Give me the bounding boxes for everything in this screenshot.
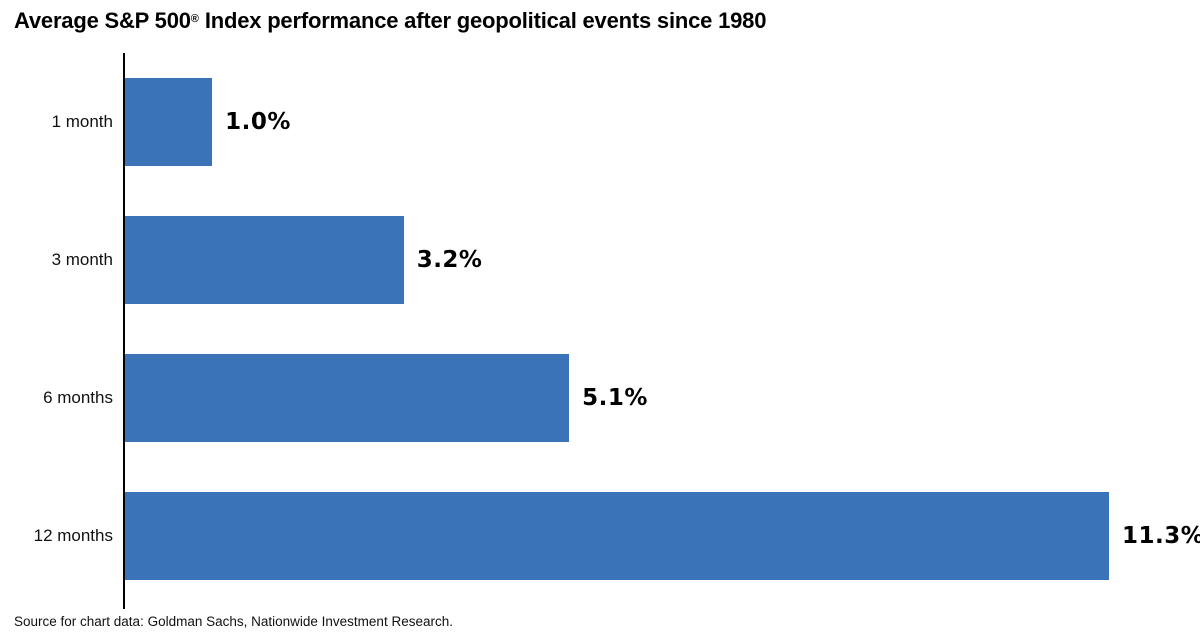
bar-track: 3.2% [125, 216, 482, 304]
value-label: 11.3% [1122, 523, 1200, 549]
bar-track: 5.1% [125, 354, 648, 442]
bar [125, 492, 1109, 580]
bar [125, 354, 570, 442]
category-label: 6 months [43, 388, 113, 407]
category-label: 1 month [51, 112, 113, 131]
category-label: 3 month [51, 250, 113, 269]
bar [125, 216, 404, 304]
bar-row-3-month: 3 month 3.2% [0, 216, 1200, 304]
chart-title: Average S&P 500® Index performance after… [14, 8, 766, 34]
bar-row-1-month: 1 month 1.0% [0, 78, 1200, 166]
bar-track: 11.3% [125, 492, 1200, 580]
bar-row-6-months: 6 months 5.1% [0, 354, 1200, 442]
source-note: Source for chart data: Goldman Sachs, Na… [14, 614, 453, 629]
bar-row-12-months: 12 months 11.3% [0, 492, 1200, 580]
chart-title-prefix: Average S&P 500 [14, 8, 191, 33]
bar-track: 1.0% [125, 78, 291, 166]
category-label: 12 months [33, 526, 113, 545]
plot-area: 1 month 1.0% 3 month 3.2% 6 months 5.1% … [0, 78, 1200, 580]
bar [125, 78, 213, 166]
chart-title-suffix: Index performance after geopolitical eve… [198, 8, 767, 33]
value-label: 3.2% [416, 247, 483, 273]
registered-trademark-symbol: ® [190, 12, 199, 25]
value-label: 1.0% [225, 109, 291, 135]
y-axis-line [123, 53, 125, 609]
value-label: 5.1% [582, 385, 648, 411]
